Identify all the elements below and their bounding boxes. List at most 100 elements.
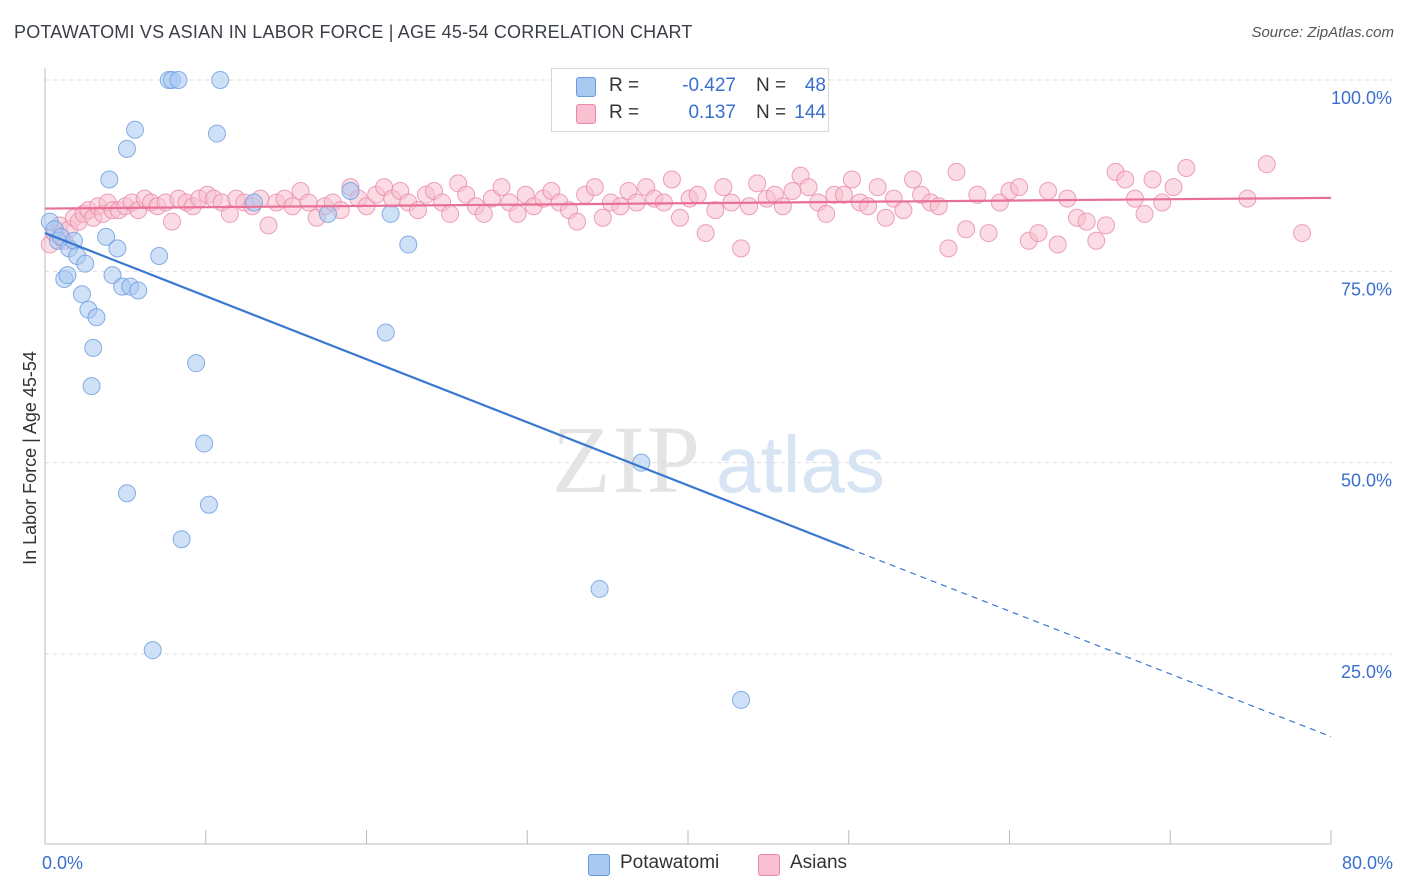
asians-point [1010, 178, 1029, 197]
asians-point [706, 201, 725, 220]
axes [44, 68, 1332, 845]
asians-point [1293, 224, 1312, 243]
asians-point [876, 208, 895, 227]
x-tick-label-min: 0.0% [42, 853, 83, 873]
asians-point [1153, 193, 1172, 212]
potawatomi-point [244, 193, 263, 212]
bottom-legend-label: Potawatomi [620, 852, 720, 873]
asians-point [662, 170, 681, 189]
asians-point [492, 178, 511, 197]
legend-r-label: R = [609, 75, 640, 96]
asians-point [990, 193, 1009, 212]
asians-point [568, 212, 587, 231]
potawatomi-point [381, 204, 400, 223]
legend-r-value: -0.427 [682, 75, 736, 96]
asians-point [670, 208, 689, 227]
potawatomi-point [399, 235, 418, 254]
asians-trend-line [44, 196, 1332, 210]
potawatomi-point [341, 181, 360, 200]
potawatomi-point [103, 266, 122, 285]
asians-point [968, 185, 987, 204]
potawatomi-point [195, 434, 214, 453]
asians-point [859, 197, 878, 216]
watermark-atlas: atlas [716, 420, 885, 509]
asians-point [773, 197, 792, 216]
potawatomi-point [208, 124, 227, 143]
potawatomi-trend-line [44, 232, 850, 550]
potawatomi-point [169, 71, 188, 89]
asians-point [947, 162, 966, 181]
asians-point [508, 204, 527, 223]
potawatomi-point [211, 71, 230, 89]
asians-point [220, 204, 239, 223]
legend-n-value: 48 [804, 75, 826, 96]
potawatomi-point [117, 139, 136, 158]
asians-point [1116, 170, 1135, 189]
potawatomi-point [172, 530, 191, 549]
y-tick-label: 75.0% [1341, 279, 1392, 299]
series-asians [40, 155, 1312, 258]
y-tick-label: 100.0% [1331, 88, 1392, 108]
chart-title: POTAWATOMI VS ASIAN IN LABOR FORCE | AGE… [14, 22, 693, 42]
source-label: Source: ZipAtlas.com [1251, 24, 1394, 41]
legend-swatch-asians [576, 104, 596, 124]
potawatomi-point [318, 204, 337, 223]
asians-point [162, 212, 181, 231]
potawatomi-point [97, 227, 116, 246]
asians-point [834, 185, 853, 204]
asians-point [585, 178, 604, 197]
series-potawatomi [40, 71, 751, 709]
bottom-legend-swatch-potawatomi [588, 854, 610, 876]
potawatomi-point [108, 239, 127, 258]
asians-point [957, 220, 976, 239]
legend-n-value: 144 [794, 102, 826, 123]
asians-point [732, 239, 751, 258]
asians-point [1143, 170, 1162, 189]
asians-point [1096, 216, 1115, 235]
asians-point [1048, 235, 1067, 254]
potawatomi-point [143, 641, 162, 660]
asians-point [696, 224, 715, 243]
asians-point [1039, 181, 1058, 200]
asians-point [904, 170, 923, 189]
asians-point [457, 185, 476, 204]
bottom-legend-swatch-asians [758, 854, 780, 876]
potawatomi-point [82, 377, 101, 396]
legend-n-label: N = [756, 75, 787, 96]
asians-point [979, 224, 998, 243]
asians-point [474, 204, 493, 223]
potawatomi-point [72, 285, 91, 304]
potawatomi-point [732, 690, 751, 709]
asians-point [1135, 204, 1154, 223]
scatter-points [40, 71, 1312, 709]
y-axis-label: In Labor Force | Age 45-54 [20, 351, 40, 565]
asians-point [799, 178, 818, 197]
y-tick-label: 50.0% [1341, 471, 1392, 491]
asians-point [884, 189, 903, 208]
asians-point [714, 178, 733, 197]
bottom-legend-label: Asians [790, 852, 848, 873]
asians-point [1087, 231, 1106, 250]
asians-point [842, 170, 861, 189]
stats-legend: R = -0.427 N = 48 R = 0.137 N = 144 [551, 68, 829, 132]
y-tick-label: 25.0% [1341, 662, 1392, 682]
potawatomi-point [376, 323, 395, 342]
watermark-zip: ZIP [552, 406, 702, 513]
asians-point [593, 208, 612, 227]
asians-point [868, 178, 887, 197]
asians-point [939, 239, 958, 258]
asians-point [740, 197, 759, 216]
asians-point [1164, 178, 1183, 197]
asians-point [688, 185, 707, 204]
potawatomi-point [58, 266, 77, 285]
asians-point [817, 204, 836, 223]
asians-point [482, 189, 501, 208]
asians-point [894, 201, 913, 220]
asians-point [1077, 212, 1096, 231]
asians-point [748, 174, 767, 193]
asians-point [441, 204, 460, 223]
legend-swatch-potawatomi [576, 77, 596, 97]
asians-point [611, 197, 630, 216]
asians-point [1177, 159, 1196, 178]
